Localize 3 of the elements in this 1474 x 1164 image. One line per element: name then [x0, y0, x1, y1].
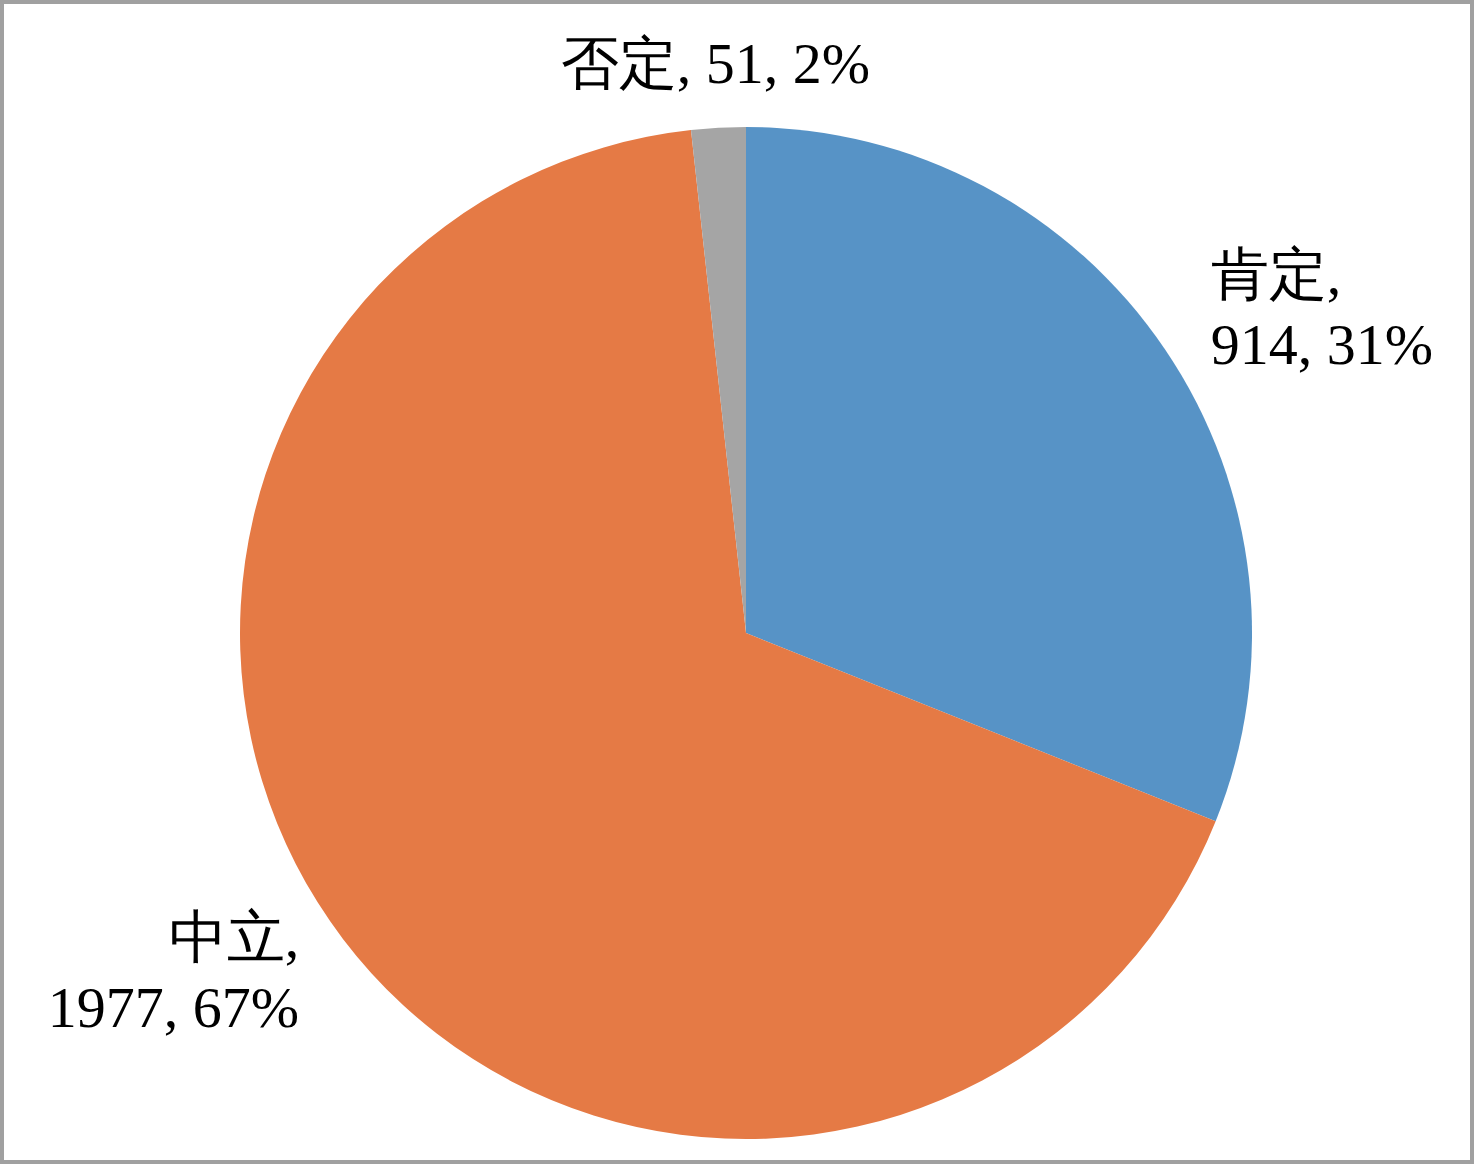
- slice-label: 否定, 51, 2%: [560, 30, 871, 96]
- slice-label: 中立, 1977, 67%: [47, 905, 300, 1041]
- slice-label: 肯定, 914, 31%: [1210, 241, 1433, 377]
